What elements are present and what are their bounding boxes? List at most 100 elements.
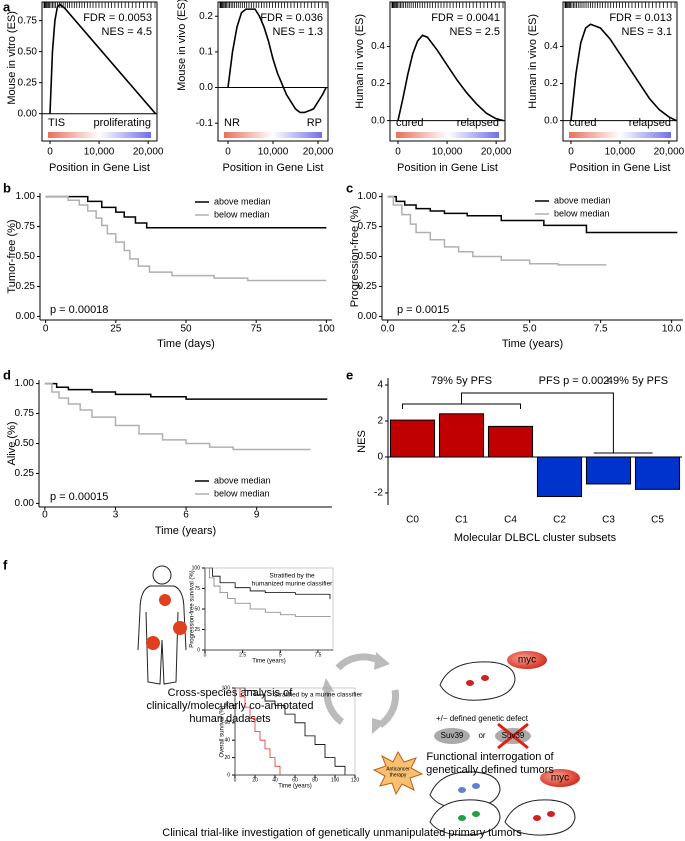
legend-label: above median — [214, 196, 271, 206]
y-tick-label: 50 — [194, 606, 200, 612]
y-axis-label: Mouse in vivo (ES) — [176, 0, 188, 91]
es-curve — [227, 8, 327, 114]
y-tick-label: 100 — [192, 565, 201, 571]
survival-curve — [387, 195, 678, 234]
x-tick-label: C3 — [602, 515, 615, 526]
annotation: NES = 1.3 — [273, 26, 323, 38]
x-tick-label: 75 — [251, 324, 263, 335]
human-figure — [137, 565, 187, 685]
x-tick-label: 0 — [43, 324, 49, 335]
y-tick-label: 0.50 — [358, 251, 378, 262]
x-tick-label: 0 — [204, 652, 207, 658]
x-axis-label: Time (years) — [155, 525, 216, 537]
y-tick-label: 0.00 — [18, 108, 38, 119]
x-tick-label: 20,000 — [654, 147, 685, 158]
x-tick-label: C4 — [504, 515, 517, 526]
y-tick-label: 0.50 — [16, 251, 36, 262]
x-axis-label: Position in Gene List — [570, 162, 671, 174]
annotation: cured — [569, 117, 597, 129]
y-axis-label: Alive (%) — [6, 421, 18, 465]
y-tick-label: 0.0 — [544, 115, 558, 126]
y-tick-label: 1.00 — [358, 191, 378, 202]
y-tick-label: 0.25 — [358, 281, 378, 292]
y-axis-label: Mouse in vitro (ES) — [6, 11, 18, 105]
mouse-tumors — [458, 675, 555, 821]
annotation: cured — [396, 117, 424, 129]
caption: Clinical trial-like investigation of gen… — [162, 827, 522, 839]
x-tick-label: 0 — [395, 147, 401, 158]
x-tick-label: 6 — [183, 510, 189, 521]
x-tick-label: 0 — [47, 147, 53, 158]
y-tick-label: 0.50 — [18, 46, 38, 57]
y-tick-label: 1.00 — [16, 191, 36, 202]
caption: human dadasets — [189, 713, 271, 725]
bar — [536, 456, 583, 498]
y-axis-label: Overall survival (%) — [220, 705, 226, 757]
x-tick-label: C0 — [406, 515, 419, 526]
y-axis-label: Progression-free (%) — [349, 206, 361, 307]
p-value: p = 0.00015 — [50, 491, 108, 503]
caption: Cross-species analysis of — [168, 687, 294, 699]
suv39-label: Suv39 — [502, 731, 525, 740]
annotation: relapsed — [457, 117, 499, 129]
mini-frame — [234, 687, 356, 776]
survival-curve — [387, 195, 607, 266]
mini-frame — [204, 567, 334, 651]
x-axis-label: Molecular DLBCL cluster subsets — [454, 532, 617, 544]
x-axis-label: Time (years) — [278, 784, 311, 790]
y-tick-label: 0.00 — [15, 498, 35, 509]
bracket — [461, 392, 614, 453]
myc-label: myc — [551, 773, 569, 784]
y-axis-label: Tumor-free (%) — [6, 219, 18, 293]
p-value: p = 0.0015 — [397, 304, 449, 316]
x-axis-label: Time (years) — [252, 659, 285, 665]
y-tick-label: 0.0 — [199, 82, 213, 93]
y-tick-label: 0.50 — [15, 438, 35, 449]
or-label: or — [478, 731, 485, 740]
bar — [438, 413, 485, 458]
y-tick-label: 0.75 — [358, 221, 378, 232]
x-tick-label: C1 — [455, 515, 468, 526]
panel-label: d — [3, 367, 11, 382]
x-tick-label: 40 — [272, 777, 278, 783]
survival-curve — [44, 382, 328, 400]
annotation: NES = 3.1 — [622, 26, 672, 38]
y-tick-label: 100 — [222, 685, 231, 691]
survival-curve — [205, 567, 331, 600]
y-tick-label: 0.0 — [371, 115, 385, 126]
myc-badge — [540, 769, 580, 787]
x-tick-label: 80 — [312, 777, 318, 783]
annotation: NES = 2.5 — [450, 26, 500, 38]
survival-curve — [45, 195, 327, 229]
panel-label: e — [346, 367, 353, 382]
mice — [429, 661, 576, 836]
es-curve — [570, 23, 677, 122]
x-tick-label: 5 — [279, 652, 282, 658]
annotation: relapsed — [629, 117, 671, 129]
panel-label: a — [3, 0, 11, 14]
y-tick-label: -0.1 — [196, 118, 214, 129]
y-tick-label: 0.2 — [544, 78, 558, 89]
panel-label: c — [346, 180, 353, 195]
tumor — [146, 636, 160, 650]
annotation: PFS p = 0.002 — [539, 375, 610, 387]
y-tick-label: 0.75 — [18, 15, 38, 26]
y-tick-label: 20 — [224, 755, 230, 761]
caption: genetically defined tumors — [426, 764, 554, 776]
tumor — [173, 621, 187, 635]
bar — [487, 425, 534, 458]
x-tick-label: 20 — [252, 777, 258, 783]
y-tick-label: 4 — [377, 380, 383, 391]
annotation: NES = 4.5 — [102, 26, 152, 38]
x-tick-label: 20,000 — [133, 147, 164, 158]
annotation: NR — [224, 117, 240, 129]
x-tick-label: 3 — [113, 510, 119, 521]
x-tick-label: 25 — [110, 324, 122, 335]
x-tick-label: 9 — [254, 510, 260, 521]
x-tick-label: 50 — [180, 324, 192, 335]
x-tick-label: 10,000 — [432, 147, 463, 158]
x-tick-label: 0.0 — [381, 324, 395, 335]
suv39-label: Suv39 — [441, 731, 464, 740]
arrow-heads — [322, 652, 390, 734]
